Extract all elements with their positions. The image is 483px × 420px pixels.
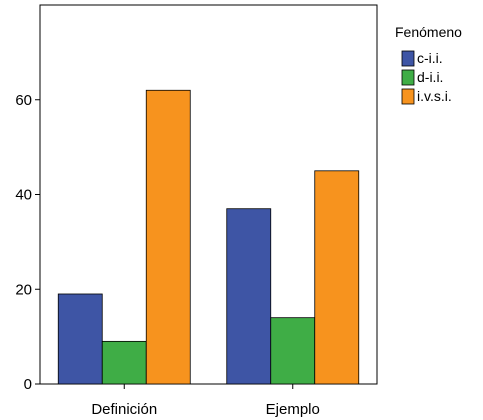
bar: [226, 208, 272, 385]
legend-label: i.v.s.i.: [417, 88, 452, 104]
bar: [57, 293, 103, 385]
bars: [57, 89, 360, 385]
legend-swatch: [401, 50, 415, 67]
x-axis: Definición Ejemplo: [91, 384, 320, 418]
legend-title: Fenómeno: [395, 24, 462, 40]
y-tick-label: 0: [24, 376, 32, 393]
legend-label: d-i.i.: [417, 69, 443, 85]
legend: Fenómeno c-i.i. d-i.i. i.v.s.i.: [395, 24, 462, 105]
y-tick-label: 20: [15, 281, 32, 298]
y-tick-label: 60: [15, 92, 32, 109]
bar: [145, 89, 191, 385]
x-tick-label: Definición: [91, 401, 157, 418]
y-tick-label: 40: [15, 187, 32, 204]
legend-label: c-i.i.: [417, 50, 443, 66]
bar: [314, 170, 360, 385]
legend-swatch: [401, 88, 415, 105]
y-axis: 0 20 40 60: [15, 92, 40, 393]
x-tick-label: Ejemplo: [266, 401, 320, 418]
bar: [101, 340, 147, 385]
bar: [270, 317, 316, 385]
legend-swatch: [401, 69, 415, 86]
